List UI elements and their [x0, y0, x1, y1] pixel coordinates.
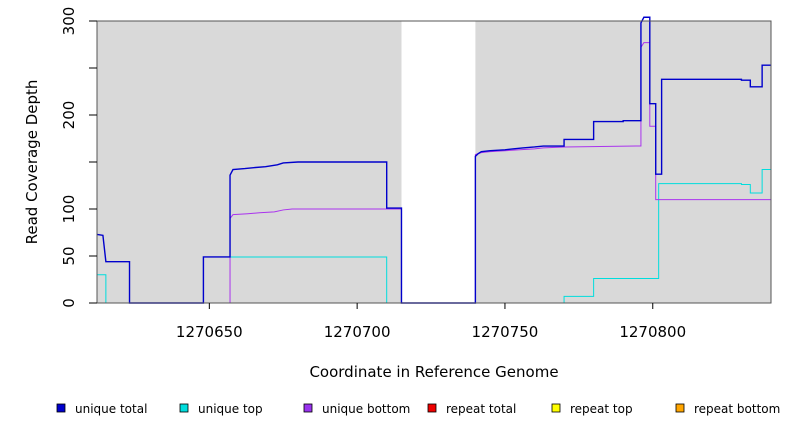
legend-label: repeat total [446, 402, 516, 416]
legend-swatch [551, 403, 561, 413]
y-tick-label: 200 [60, 101, 78, 130]
legend-label: unique bottom [322, 402, 410, 416]
x-axis-title: Coordinate in Reference Genome [309, 363, 558, 381]
plot-background [97, 21, 771, 303]
series-unique-total [96, 16, 771, 304]
legend-swatch [56, 403, 66, 413]
x-tick-label: 1270750 [472, 323, 539, 341]
legend: unique total unique top unique bottom repea… [56, 402, 780, 416]
legend-label: repeat bottom [694, 402, 780, 416]
shaded-region [475, 21, 771, 303]
y-tick-label: 50 [60, 246, 78, 265]
x-tick-label: 1270650 [176, 323, 243, 341]
y-tick-label: 300 [60, 7, 78, 36]
x-axis: 1270650 1270700 1270750 1270800 [176, 303, 686, 341]
y-tick-label: 100 [60, 195, 78, 224]
y-tick-label: 0 [60, 298, 78, 308]
x-tick-label: 1270700 [324, 323, 391, 341]
series-unique-bottom [229, 42, 771, 304]
y-axis-title: Read Coverage Depth [23, 80, 41, 245]
legend-label: unique total [75, 402, 147, 416]
y-axis: 0 50 100 200 300 [60, 7, 97, 308]
legend-swatch [427, 403, 437, 413]
legend-label: unique top [198, 402, 263, 416]
legend-swatch [303, 403, 313, 413]
legend-swatch [675, 403, 685, 413]
legend-label: repeat top [570, 402, 633, 416]
x-tick-label: 1270800 [619, 323, 686, 341]
legend-swatch [179, 403, 189, 413]
